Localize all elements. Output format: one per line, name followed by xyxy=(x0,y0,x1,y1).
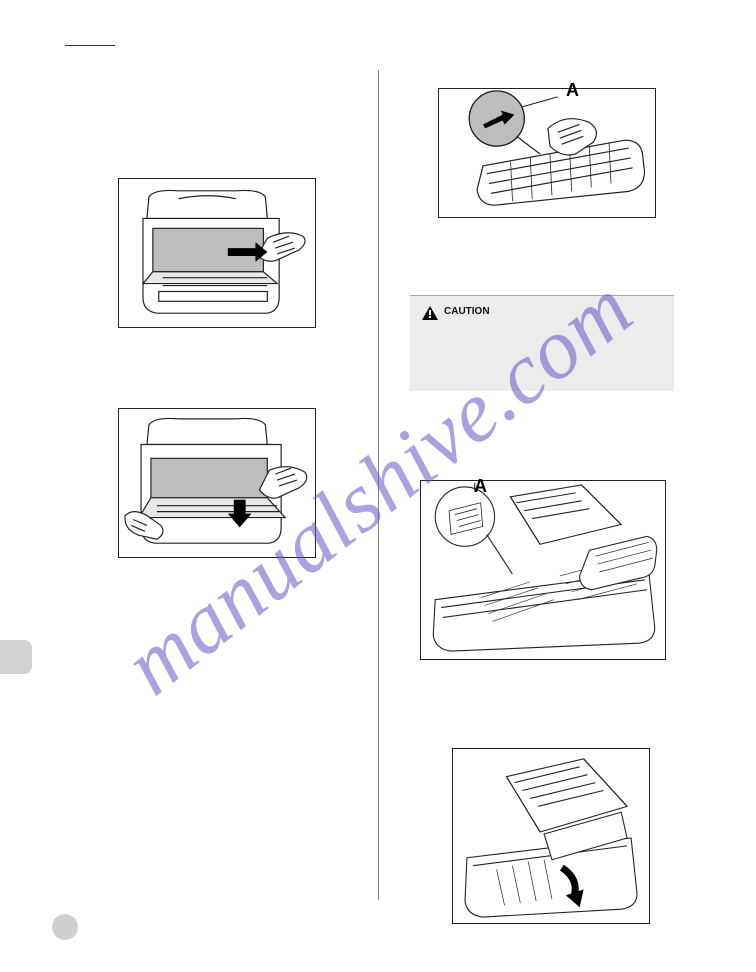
warning-icon xyxy=(422,306,438,320)
header-rule xyxy=(65,45,115,46)
illustration-left-mid xyxy=(118,408,316,558)
label-a-top: A xyxy=(566,80,579,101)
label-a-mid: A xyxy=(474,476,487,497)
illustration-right-bot xyxy=(452,748,650,924)
page-number-circle xyxy=(52,914,78,940)
manual-page: A CAUTION xyxy=(0,0,756,972)
illustration-right-top xyxy=(438,88,656,218)
caution-box: CAUTION xyxy=(410,295,674,391)
caution-label: CAUTION xyxy=(444,306,490,317)
illustration-left-top xyxy=(118,178,316,328)
illustration-right-mid xyxy=(420,480,666,660)
section-tab xyxy=(0,640,32,674)
column-separator xyxy=(378,70,379,900)
